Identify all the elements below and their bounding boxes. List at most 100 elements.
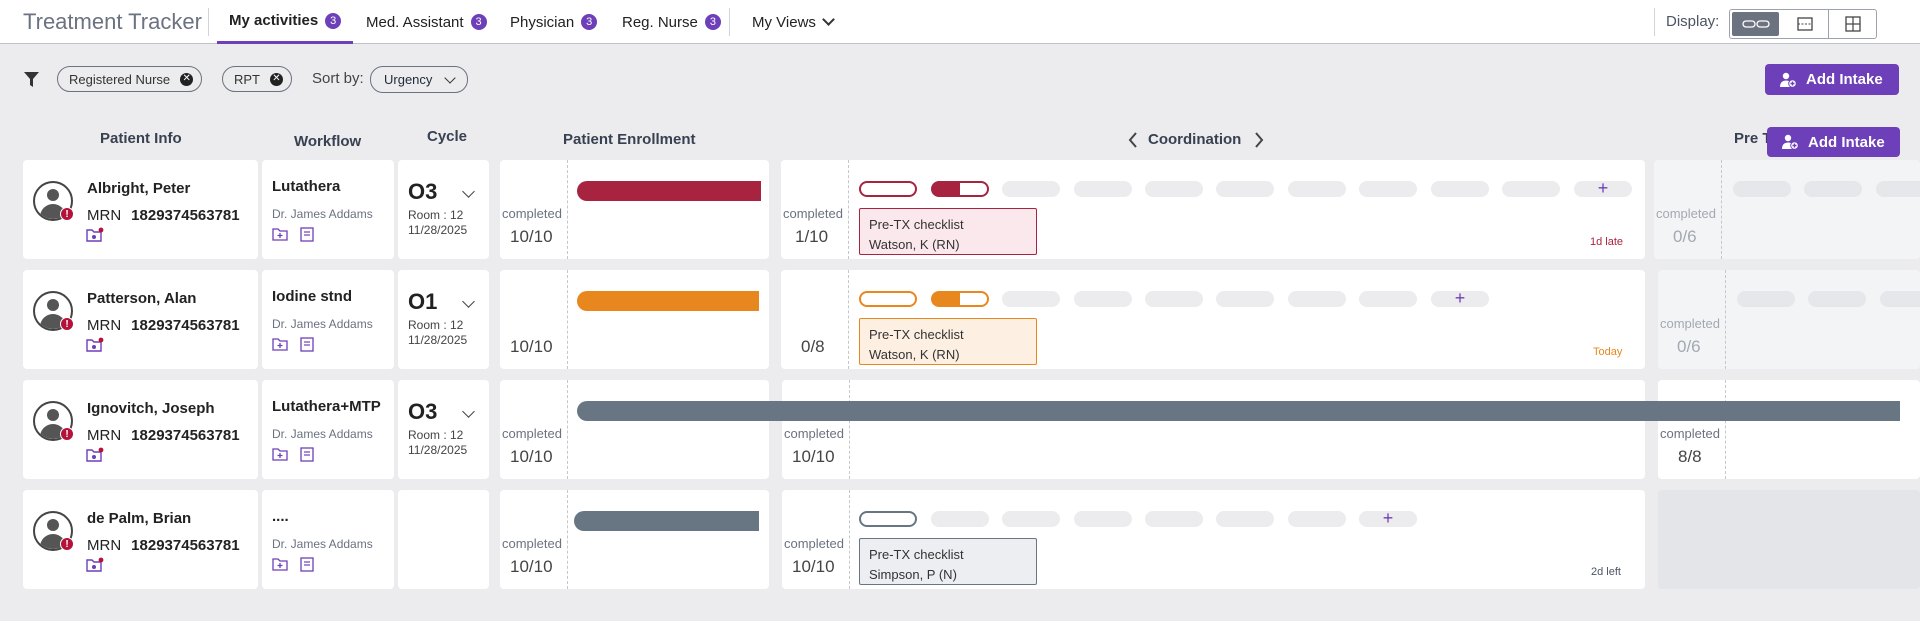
task-pill[interactable] [1733,181,1791,197]
task-pill-active[interactable] [859,511,917,527]
patient-info-card[interactable]: ! Albright, Peter MRN 1829374563781 [23,160,258,259]
pretx-count: 8/8 [1678,447,1702,466]
tab-med-assistant[interactable]: Med. Assistant 3 [366,0,487,44]
patient-folder-icon[interactable] [86,557,104,573]
mrn-value: 1829374563781 [131,207,240,224]
tab-reg-nurse[interactable]: Reg. Nurse 3 [622,0,721,44]
task-pill[interactable] [1359,291,1417,307]
remove-chip-icon[interactable]: ✕ [270,72,283,86]
task-pill[interactable] [1216,511,1274,527]
document-icon[interactable] [300,337,314,352]
my-views-dropdown[interactable]: My Views [752,0,835,44]
chevron-down-icon[interactable] [462,295,475,308]
coordination-card[interactable]: completed 10/10 [782,380,1645,479]
task-pill[interactable] [1502,181,1560,197]
add-folder-icon[interactable] [272,557,288,572]
task-pill[interactable] [1880,291,1920,307]
task-pill[interactable] [1804,181,1862,197]
enrollment-card[interactable]: 10/10 [500,270,769,369]
tab-my-activities[interactable]: My activities 3 [217,0,354,44]
task-pill-active[interactable] [859,181,917,197]
workflow-card[interactable]: Lutathera+MTP Dr. James Addams [262,380,394,479]
task-pill-partial[interactable] [931,291,989,307]
filter-icon[interactable] [24,72,39,88]
patient-folder-icon[interactable] [86,337,104,353]
coordination-card[interactable]: completed 10/10 + Pre-TX checklist Simps… [782,490,1645,589]
task-pill[interactable] [1002,291,1060,307]
pretx-card[interactable]: completed 0/6 [1658,270,1920,369]
add-intake-button-floating[interactable]: Add Intake [1767,127,1900,157]
remove-chip-icon[interactable]: ✕ [180,72,194,86]
document-icon[interactable] [300,557,314,572]
chevron-down-icon [444,72,456,84]
task-pill[interactable] [1145,511,1203,527]
task-pill[interactable] [1216,291,1274,307]
add-folder-icon[interactable] [272,227,288,242]
workflow-card[interactable]: Lutathera Dr. James Addams [262,160,394,259]
task-pill[interactable] [1876,181,1920,197]
grid-view-button[interactable] [1829,10,1876,38]
task-pill[interactable] [1288,511,1346,527]
tab-physician[interactable]: Physician 3 [510,0,598,44]
column-header-cycle: Cycle [427,128,468,145]
patient-info-card[interactable]: ! Ignovitch, Joseph MRN 1829374563781 [23,380,258,479]
chevron-left-icon[interactable] [1128,132,1138,148]
task-pill[interactable] [1002,181,1060,197]
filter-chip-rpt[interactable]: RPT ✕ [222,66,292,92]
pretx-card[interactable]: completed 0/6 [1654,160,1920,259]
add-folder-icon[interactable] [272,337,288,352]
display-label: Display: [1666,13,1720,30]
task-pill[interactable] [1288,181,1346,197]
task-pill[interactable] [1002,511,1060,527]
task-assignee: Watson, K (RN) [869,237,960,252]
chevron-down-icon[interactable] [462,185,475,198]
task-pill[interactable] [1431,181,1489,197]
cycle-card[interactable]: O3 Room : 12 11/28/2025 [398,160,489,259]
coordination-card[interactable]: completed 1/10 + Pre-TX checklist Watson… [781,160,1645,259]
enrollment-status-label: completed [502,206,562,221]
add-intake-button[interactable]: Add Intake [1765,64,1899,95]
task-pill[interactable] [1737,291,1795,307]
patient-folder-icon[interactable] [86,447,104,463]
patient-info-card[interactable]: ! de Palm, Brian MRN 1829374563781 [23,490,258,589]
task-pill-active[interactable] [859,291,917,307]
enrollment-card[interactable]: completed 10/10 [500,160,769,259]
cycle-card[interactable]: O3 Room : 12 11/28/2025 [398,380,489,479]
list-view-button[interactable] [1781,10,1829,38]
pretx-card[interactable]: completed 8/8 [1658,380,1920,479]
task-pill-partial[interactable] [931,181,989,197]
enrollment-card[interactable]: completed 10/10 [500,490,769,589]
task-pill[interactable] [1216,181,1274,197]
sort-select[interactable]: Urgency [370,66,468,93]
workflow-card[interactable]: .... Dr. James Addams [262,490,394,589]
workflow-card[interactable]: Iodine stnd Dr. James Addams [262,270,394,369]
task-pill[interactable] [1145,291,1203,307]
column-header-coordination: Coordination [1148,131,1242,148]
task-pill[interactable] [1074,291,1132,307]
pretx-status-label: completed [1660,316,1720,331]
task-pill[interactable] [1074,511,1132,527]
add-task-button[interactable]: + [1574,179,1632,197]
chevron-right-icon[interactable] [1254,132,1264,148]
enrollment-card[interactable]: completed 10/10 [500,380,769,479]
chevron-down-icon[interactable] [462,405,475,418]
patient-folder-icon[interactable] [86,227,104,243]
oval-view-button[interactable] [1732,12,1779,36]
filter-chip-registered-nurse[interactable]: Registered Nurse ✕ [57,66,203,92]
oval-view-icon [1741,20,1770,28]
document-icon[interactable] [300,227,314,242]
add-task-button[interactable]: + [1431,289,1489,307]
task-pill[interactable] [1145,181,1203,197]
patient-info-card[interactable]: ! Patterson, Alan MRN 1829374563781 [23,270,258,369]
add-task-button[interactable]: + [1359,509,1417,527]
cycle-card[interactable]: O1 Room : 12 11/28/2025 [398,270,489,369]
task-pill[interactable] [931,511,989,527]
cycle-card[interactable] [398,490,489,589]
add-folder-icon[interactable] [272,447,288,462]
coordination-card[interactable]: 0/8 + Pre-TX checklist Watson, K (RN) To… [781,270,1645,369]
task-pill[interactable] [1074,181,1132,197]
task-pill[interactable] [1288,291,1346,307]
task-pill[interactable] [1808,291,1866,307]
task-pill[interactable] [1359,181,1417,197]
document-icon[interactable] [300,447,314,462]
